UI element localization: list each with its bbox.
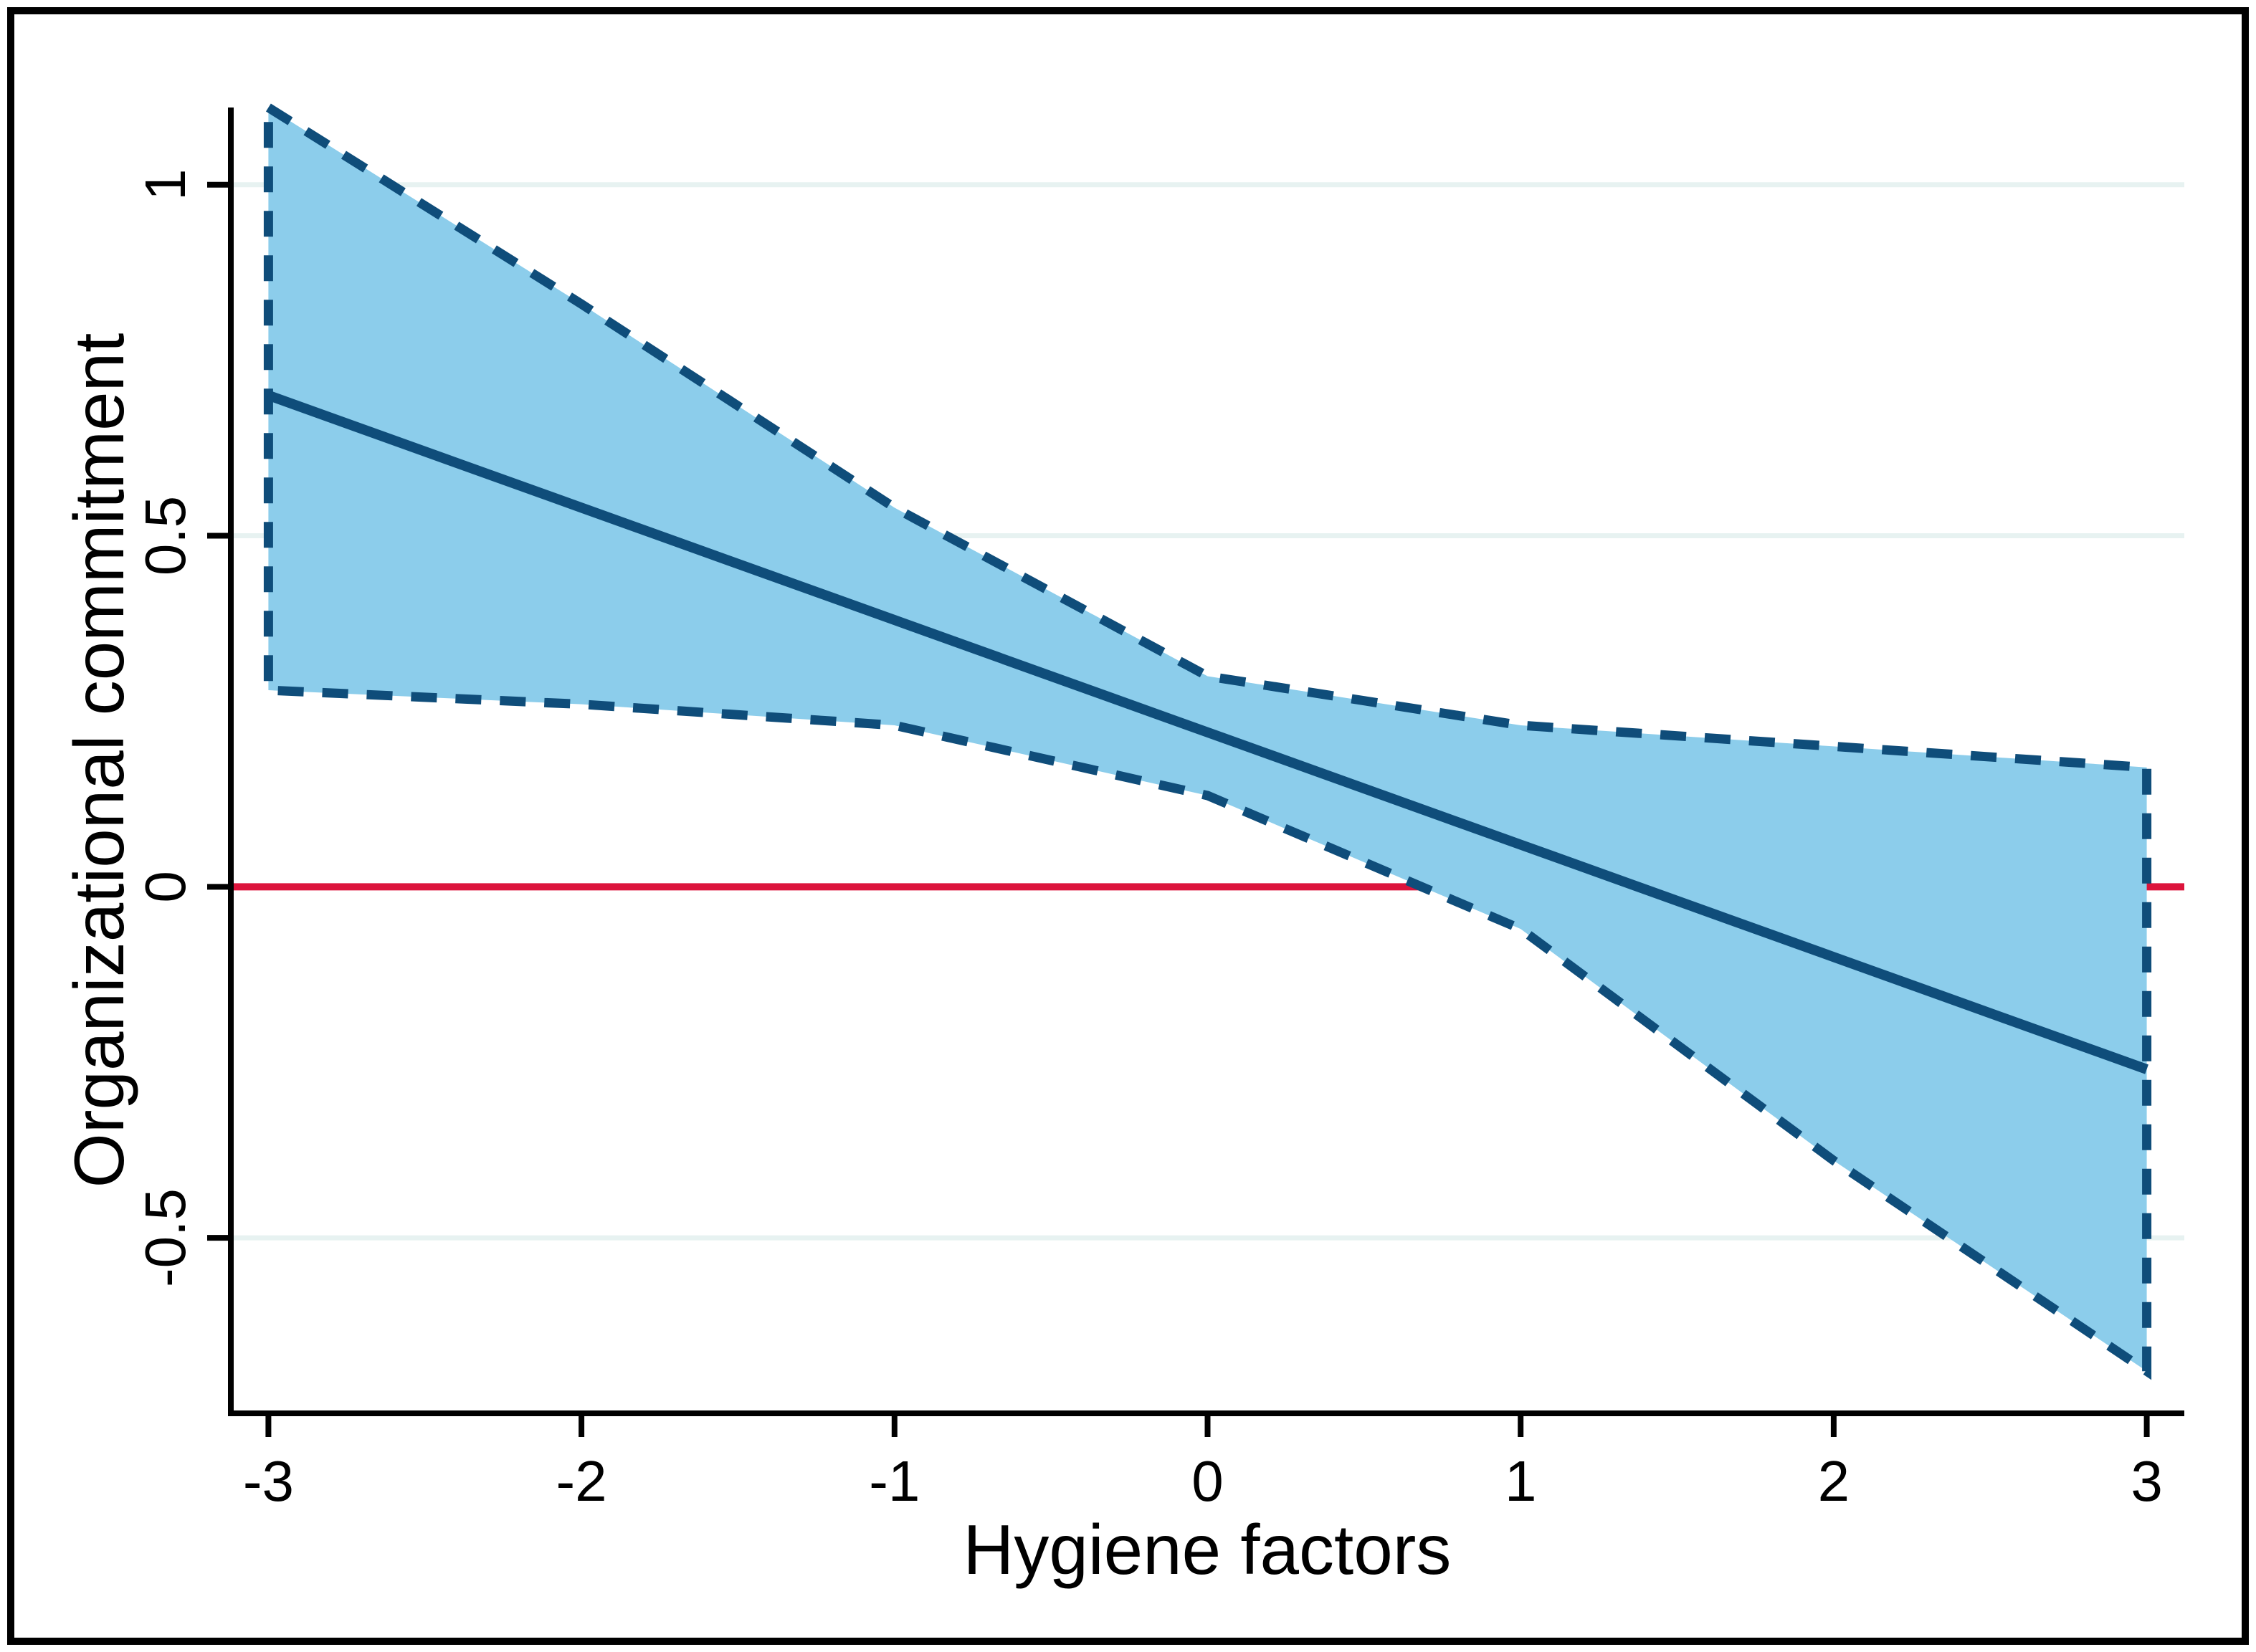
- x-tick-label-3: 3: [2131, 1449, 2163, 1513]
- figure-frame: [7, 7, 2249, 1645]
- x-tick-label-1: 1: [1505, 1449, 1537, 1513]
- x-tick-label-0: 0: [1191, 1449, 1224, 1513]
- x-tick-label--1: -1: [869, 1449, 920, 1513]
- y-axis-title: Organizational commitment: [60, 333, 138, 1188]
- y-tick-label-1: 1: [133, 169, 197, 201]
- prediction-line-layer: [267, 391, 2148, 1074]
- tick-label-layer: -3 -2 -1 0 1 2 3 -0.5 0 0.5 1: [133, 169, 2163, 1513]
- confidence-band-outline: [263, 99, 2152, 1380]
- confidence-band-layer: [263, 99, 2152, 1380]
- prediction-line: [267, 391, 2148, 1074]
- x-tick-label--3: -3: [243, 1449, 294, 1513]
- y-tick-label-0.5: 0.5: [133, 496, 197, 576]
- y-tick-label-0: 0: [133, 871, 197, 903]
- confidence-band: [268, 108, 2147, 1372]
- axes-layer: [207, 108, 2184, 1437]
- x-tick-label--2: -2: [556, 1449, 607, 1513]
- x-tick-label-2: 2: [1818, 1449, 1850, 1513]
- y-tick-label--0.5: -0.5: [133, 1188, 197, 1287]
- x-axis-title: Hygiene factors: [963, 1510, 1452, 1589]
